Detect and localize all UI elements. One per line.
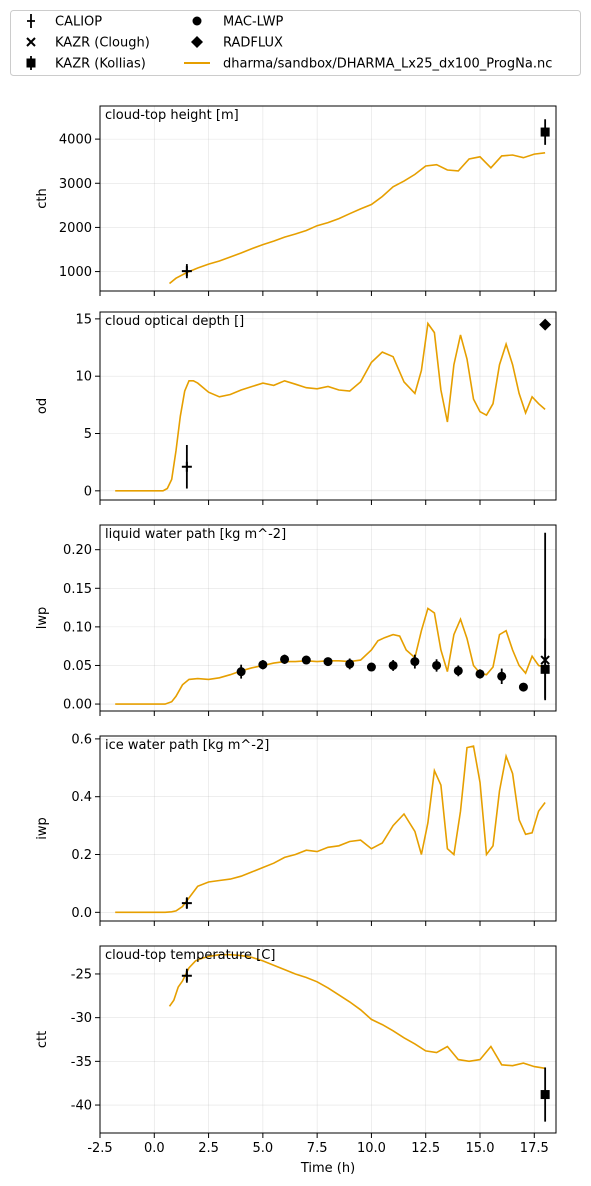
legend-item: dharma/sandbox/DHARMA_Lx25_dx100_ProgNa.… <box>184 57 552 72</box>
y-tick-label: 0.2 <box>71 848 92 863</box>
legend-label: dharma/sandbox/DHARMA_Lx25_dx100_ProgNa.… <box>223 57 552 72</box>
y-tick-label: 0.6 <box>71 732 92 747</box>
y-tick-label: 0.20 <box>63 543 92 558</box>
legend-marker-plus <box>27 14 35 28</box>
data-point-circle <box>301 655 311 665</box>
data-point-plus <box>181 266 192 277</box>
panel-title: cloud optical depth [] <box>105 314 244 329</box>
chart-panel: -2.5 0.0 2.5 5.0 7.5 10.0 12.5 15.0 17.5 -25 -30 -3… <box>35 945 557 1176</box>
y-axis-label: ctt <box>35 1031 50 1048</box>
data-point-circle <box>432 660 442 670</box>
y-tick-label: 1000 <box>59 265 92 280</box>
y-tick-label: 4000 <box>59 133 92 148</box>
chart-panels: 1000 2000 3000 4000 cloud-top height [m] cth 0… <box>35 105 557 1176</box>
data-point-circle <box>475 669 485 679</box>
y-tick-label: 15 <box>75 312 92 327</box>
model-line-series <box>115 607 546 705</box>
data-point-circle <box>366 662 376 672</box>
model-line-series <box>168 152 546 285</box>
y-tick-label: 0.05 <box>63 659 92 674</box>
data-point-diamond <box>539 318 552 331</box>
data-point-circle <box>345 659 355 669</box>
data-point-circle <box>518 682 528 692</box>
x-tick-label: 15.0 <box>466 1141 495 1156</box>
data-point-circle <box>236 667 246 677</box>
y-axis-label: lwp <box>35 607 50 630</box>
plot-frame <box>99 311 557 501</box>
data-point-square <box>540 127 550 137</box>
y-tick-label: 3000 <box>59 177 92 192</box>
legend-label: MAC-LWP <box>223 15 284 30</box>
plot-frame <box>99 105 557 292</box>
model-line-series <box>115 321 546 492</box>
legend-item: MAC-LWP <box>192 15 284 30</box>
y-axis-label: cth <box>35 188 50 208</box>
x-tick-label: 0.0 <box>144 1141 165 1156</box>
data-point-plus <box>181 898 192 909</box>
y-tick-label: 0.00 <box>63 698 92 713</box>
chart-panel: 0 5 10 15 cloud optical depth [] od <box>35 311 557 505</box>
data-point-circle <box>410 657 420 667</box>
legend-label: RADFLUX <box>223 36 283 51</box>
x-tick-label: 12.5 <box>411 1141 440 1156</box>
legend-frame <box>10 10 581 76</box>
legend-label: KAZR (Clough) <box>55 36 150 51</box>
panel-title: cloud-top temperature [C] <box>105 948 275 963</box>
y-tick-label: 0.4 <box>71 790 92 805</box>
data-point-plus <box>181 461 192 472</box>
y-tick-label: 0 <box>84 484 92 499</box>
y-axis-label: iwp <box>35 817 50 840</box>
y-tick-label: -40 <box>71 1099 92 1114</box>
y-tick-label: 5 <box>84 427 92 442</box>
legend-item: CALIOP <box>27 14 102 30</box>
chart-panel: 0.0 0.2 0.4 0.6 ice water path [kg m^-2] iwp <box>35 732 557 926</box>
y-tick-label: 10 <box>75 370 92 385</box>
legend: CALIOP KAZR (Clough) KAZR (Kollias) MAC-LWP… <box>10 10 581 76</box>
legend-item: KAZR (Kollias) <box>26 56 146 72</box>
legend-item: KAZR (Clough) <box>26 36 150 51</box>
y-tick-label: 0.10 <box>63 620 92 635</box>
x-tick-label: 2.5 <box>198 1141 219 1156</box>
y-tick-label: -35 <box>71 1055 92 1070</box>
legend-label: KAZR (Kollias) <box>55 57 146 72</box>
x-tick-label: 7.5 <box>307 1141 328 1156</box>
x-tick-label: 5.0 <box>253 1141 274 1156</box>
y-tick-label: 0.15 <box>63 582 92 597</box>
y-tick-label: 2000 <box>59 221 92 236</box>
legend-marker-square <box>26 58 36 68</box>
data-point-square <box>540 1090 550 1100</box>
chart-panel: 1000 2000 3000 4000 cloud-top height [m] cth <box>35 105 557 296</box>
panel-title: cloud-top height [m] <box>105 108 239 123</box>
chart-panel: 0.00 0.05 0.10 0.15 0.20 liquid water path [k… <box>35 524 557 716</box>
y-axis-label: od <box>35 398 50 414</box>
data-point-circle <box>453 666 463 676</box>
model-line-series <box>115 745 546 914</box>
data-point-circle <box>258 660 268 670</box>
panel-title: liquid water path [kg m^-2] <box>105 527 286 542</box>
panel-title: ice water path [kg m^-2] <box>105 738 269 753</box>
y-tick-label: -30 <box>71 1011 92 1026</box>
x-tick-label: -2.5 <box>87 1141 112 1156</box>
legend-marker-x <box>26 37 36 47</box>
model-line-series <box>168 953 546 1070</box>
plot-frame <box>99 945 557 1134</box>
data-point-circle <box>497 671 507 681</box>
data-point-plus <box>181 970 192 981</box>
legend-label: CALIOP <box>55 15 102 30</box>
legend-marker-circle <box>192 16 202 26</box>
x-axis-label: Time (h) <box>300 1161 355 1176</box>
plot-frame <box>99 735 557 922</box>
x-tick-label: 17.5 <box>520 1141 549 1156</box>
y-tick-label: -25 <box>71 967 92 982</box>
data-point-circle <box>388 660 398 670</box>
legend-item: RADFLUX <box>191 36 283 51</box>
data-point-circle <box>280 654 290 664</box>
data-point-circle <box>323 657 333 667</box>
y-tick-label: 0.0 <box>71 906 92 921</box>
x-tick-label: 10.0 <box>357 1141 386 1156</box>
legend-marker-diamond <box>191 36 203 48</box>
plot-frame <box>99 524 557 712</box>
